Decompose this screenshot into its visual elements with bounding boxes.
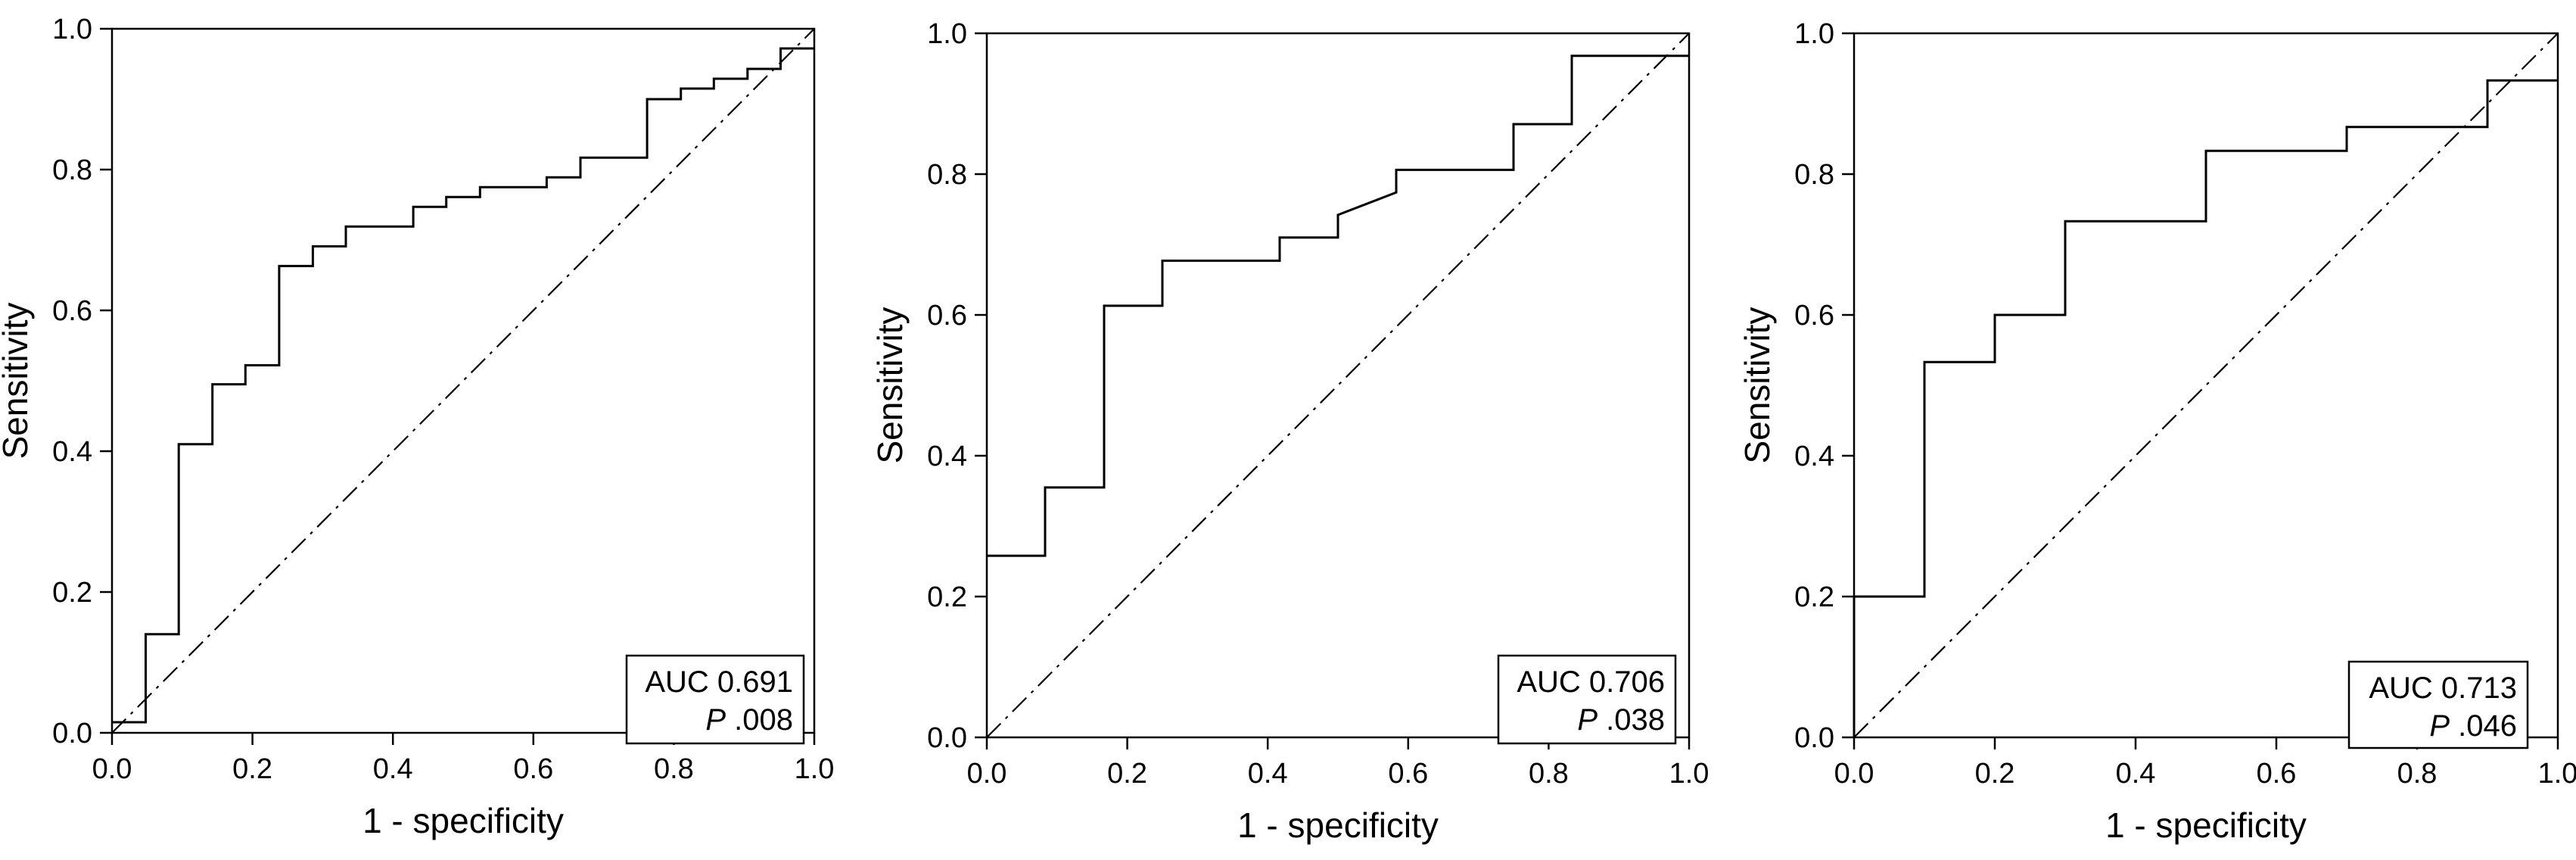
- y-tick-label: 1.0: [1794, 18, 1834, 50]
- y-axis-label: Sensitivity: [1738, 307, 1777, 463]
- p-symbol: P: [705, 703, 726, 737]
- x-tick-label: 0.0: [92, 753, 132, 785]
- y-axis-label: Sensitivity: [0, 302, 35, 459]
- x-axis-label: 1 - specificity: [2105, 805, 2307, 845]
- x-tick-label: 1.0: [795, 753, 835, 785]
- y-tick-label: 0.2: [1794, 581, 1834, 613]
- y-tick-label: 0.2: [927, 581, 967, 613]
- auc-annotation-box: [2347, 660, 2529, 749]
- reference-diagonal-line: [986, 33, 1690, 738]
- y-tick-label: 0.8: [1794, 159, 1834, 191]
- x-axis-label: 1 - specificity: [1237, 805, 1439, 845]
- x-tick-label: 0.2: [1107, 758, 1147, 790]
- p-symbol: P: [1577, 703, 1598, 737]
- roc-curve: [112, 47, 814, 724]
- auc-value-label: AUC 0.706: [1517, 665, 1665, 699]
- p-number: .008: [726, 703, 793, 737]
- p-value-label: P .046: [2429, 709, 2517, 743]
- y-tick-label: 0.0: [1794, 722, 1834, 754]
- p-number: .038: [1598, 703, 1665, 737]
- x-tick-label: 0.4: [2116, 758, 2156, 790]
- auc-annotation-box: [1497, 654, 1677, 745]
- x-tick-label: 1.0: [2538, 758, 2576, 790]
- y-tick-label: 0.6: [1794, 300, 1834, 332]
- y-tick-label: 0.2: [52, 577, 92, 609]
- roc-panel-2: 0.0 0.2 0.4 0.6 0.8 1.0 0.0 0.2 0.4 0.6 0.8 1.0 1 - …: [870, 18, 1709, 845]
- plot-frame: [110, 27, 816, 734]
- x-axis-label: 1 - specificity: [362, 801, 564, 840]
- y-tick-label: 0.8: [52, 154, 92, 186]
- x-tick-label: 1.0: [1669, 758, 1710, 790]
- auc-annotation-box: [625, 654, 805, 745]
- y-tick-label: 0.6: [52, 295, 92, 327]
- roc-curve: [987, 55, 1689, 557]
- p-number: .046: [2450, 709, 2517, 743]
- x-tick-label: 0.6: [2257, 758, 2297, 790]
- x-tick-label: 0.0: [967, 758, 1007, 790]
- x-tick-label: 0.2: [1975, 758, 2015, 790]
- roc-curve: [1853, 79, 2558, 737]
- p-value-label: P .038: [1577, 703, 1665, 737]
- roc-panel-3: 0.0 0.2 0.4 0.6 0.8 1.0 0.0 0.2 0.4 0.6 0.8 1.0 1 - …: [1738, 18, 2576, 845]
- y-tick-label: 1.0: [927, 18, 967, 50]
- p-value-label: P .008: [705, 703, 793, 737]
- auc-value-label: AUC 0.713: [2369, 671, 2517, 705]
- x-tick-label: 0.2: [232, 753, 272, 785]
- y-tick-label: 1.0: [52, 14, 92, 45]
- roc-panel-1: 0.0 0.2 0.4 0.6 0.8 1.0 0.0 0.2 0.4 0.6 0.8 1.0 1 - …: [0, 14, 834, 840]
- y-tick-label: 0.8: [927, 159, 967, 191]
- x-tick-label: 0.8: [654, 753, 694, 785]
- plot-frame: [985, 32, 1691, 739]
- x-tick-label: 0.6: [1388, 758, 1428, 790]
- y-axis-label: Sensitivity: [870, 307, 910, 463]
- y-tick-label: 0.0: [927, 722, 967, 754]
- x-tick-label: 0.4: [1248, 758, 1288, 790]
- x-tick-label: 0.6: [513, 753, 553, 785]
- auc-value-label: AUC 0.691: [645, 665, 793, 699]
- reference-diagonal-line: [111, 28, 815, 734]
- y-tick-label: 0.4: [1794, 441, 1834, 472]
- p-symbol: P: [2429, 709, 2450, 743]
- x-tick-label: 0.0: [1834, 758, 1874, 790]
- reference-diagonal-line: [1853, 33, 2559, 738]
- plot-frame: [1853, 32, 2559, 739]
- x-tick-label: 0.8: [1529, 758, 1569, 790]
- x-tick-label: 0.8: [2397, 758, 2438, 790]
- y-tick-label: 0.4: [52, 436, 92, 468]
- y-tick-label: 0.4: [927, 441, 967, 472]
- y-tick-label: 0.0: [52, 718, 92, 749]
- x-tick-label: 0.4: [373, 753, 413, 785]
- y-tick-label: 0.6: [927, 300, 967, 332]
